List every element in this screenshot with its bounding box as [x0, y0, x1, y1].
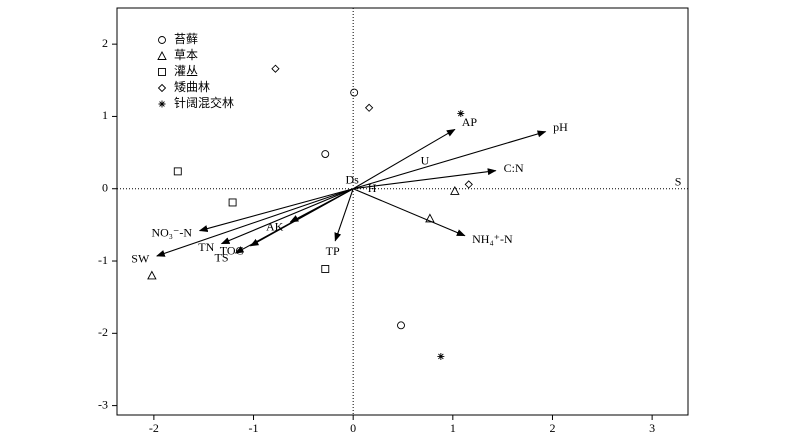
- legend-label: 草本: [174, 48, 198, 62]
- point: [350, 88, 359, 97]
- y-tick-label: -2: [98, 325, 108, 339]
- vector-arrow: [220, 188, 354, 245]
- legend-label: 灌丛: [174, 64, 198, 78]
- plot-frame: [116, 7, 689, 416]
- x-tick-label: -2: [149, 421, 159, 435]
- vector-label: SW: [131, 252, 150, 266]
- vector-label: AP: [462, 115, 478, 129]
- point: [158, 100, 166, 108]
- vector-arrow: [234, 188, 354, 254]
- point: [271, 64, 280, 73]
- point: [364, 103, 374, 112]
- y-tick-label: 2: [102, 36, 108, 50]
- vector-arrow: [352, 128, 456, 190]
- point: [450, 185, 460, 195]
- vector-arrow: [198, 188, 354, 232]
- vector-label: TP: [326, 244, 340, 258]
- point: [425, 213, 435, 223]
- legend-label: 矮曲林: [174, 80, 210, 94]
- point: [157, 83, 167, 93]
- vector-label: NH₄⁺-N: [472, 232, 513, 246]
- point-label: H: [368, 181, 377, 195]
- vector-label: NO₃⁻-N: [151, 226, 192, 240]
- point: [464, 180, 473, 189]
- vector-label: C:N: [504, 161, 524, 175]
- x-tick-label: 0: [350, 421, 356, 435]
- point: [457, 110, 465, 118]
- point: [228, 198, 237, 207]
- point: [397, 321, 405, 330]
- point: [321, 265, 330, 273]
- vector-label: pH: [553, 120, 568, 134]
- x-tick-label: 3: [649, 421, 655, 435]
- point-label: S: [675, 175, 682, 189]
- x-tick-label: 2: [549, 421, 555, 435]
- vector-arrow: [353, 168, 497, 190]
- point: [437, 352, 445, 360]
- point: [158, 36, 166, 44]
- vector-arrow: [334, 188, 354, 242]
- y-tick-label: 1: [102, 108, 108, 122]
- y-tick-label: -1: [98, 253, 108, 267]
- point: [158, 68, 166, 76]
- point: [157, 51, 167, 60]
- vector-arrow: [352, 188, 466, 237]
- y-tick-label: -3: [98, 397, 108, 411]
- y-tick-label: 0: [102, 180, 108, 194]
- vector-arrow: [156, 188, 354, 257]
- legend-label: 苔藓: [174, 32, 198, 46]
- point-label: U: [421, 154, 430, 168]
- point: [147, 270, 157, 280]
- vector-label: TN: [198, 240, 214, 254]
- point: [321, 150, 330, 158]
- vector-label: TS: [215, 251, 229, 265]
- point: [173, 167, 182, 176]
- x-tick-label: -1: [249, 421, 259, 435]
- legend-label: 针阔混交林: [174, 95, 234, 110]
- point-label: Ds: [346, 173, 360, 187]
- vector-arrow: [353, 130, 547, 190]
- x-tick-label: 1: [450, 421, 456, 435]
